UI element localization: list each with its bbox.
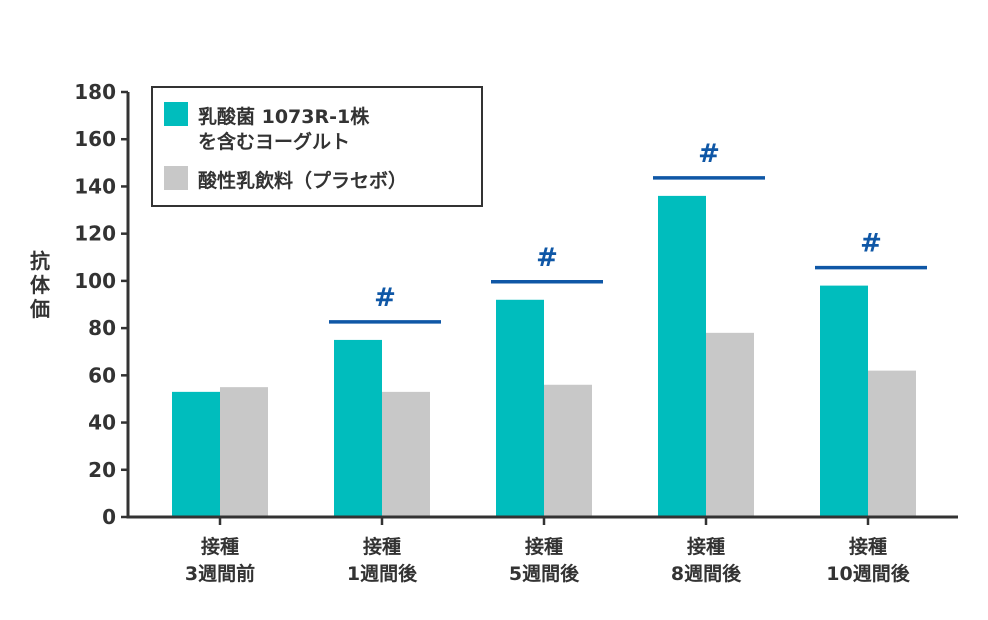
bars-layer <box>172 195 916 517</box>
y-tick-label-160: 160 <box>74 127 116 151</box>
y-tick-label-180: 180 <box>74 80 116 104</box>
x-tick-label-5-line2: 10週間後 <box>826 562 910 585</box>
x-tick-label-1-line2: 3週間前 <box>185 562 255 585</box>
bar-series1-cat4 <box>658 195 706 517</box>
y-axis-label: 抗体価 <box>29 249 51 321</box>
legend-label-series2-line1: 酸性乳飲料（プラセボ） <box>198 169 407 192</box>
legend-box <box>151 86 483 207</box>
x-tick-label-2-line2: 1週間後 <box>347 562 418 585</box>
legend-label-series1-line2: を含むヨーグルト <box>198 130 350 153</box>
bar-series2-cat5 <box>868 370 916 517</box>
legend-swatch-series2 <box>164 166 188 190</box>
y-axis-label-char-2: 体 <box>30 273 51 297</box>
y-tick-label-120: 120 <box>74 222 116 246</box>
y-tick-label-100: 100 <box>74 269 116 293</box>
x-tick-label-5-line1: 接種 <box>849 536 887 558</box>
bar-series2-cat1 <box>220 387 268 517</box>
y-tick-label-0: 0 <box>102 505 116 529</box>
y-tick-label-60: 60 <box>88 363 116 387</box>
bar-series2-cat3 <box>544 384 592 517</box>
x-tick-label-4-line1: 接種 <box>687 536 725 558</box>
bar-series1-cat1 <box>172 391 220 517</box>
bar-series1-cat3 <box>496 299 544 517</box>
y-tick-label-20: 20 <box>88 458 116 482</box>
significance-mark-cat2: # <box>374 283 396 313</box>
bar-series1-cat5 <box>820 285 868 517</box>
y-axis-label-char-1: 抗 <box>30 249 50 273</box>
significance-layer: # # # # <box>329 139 927 324</box>
axes-layer: 0 20 40 60 80 100 120 140 160 180 接種 3週間前 接種 1週間後 接種 5週… <box>74 80 958 585</box>
significance-mark-cat3: # <box>536 243 558 273</box>
x-tick-label-1-line1: 接種 <box>201 536 239 558</box>
x-tick-label-4-line2: 8週間後 <box>671 562 742 585</box>
x-tick-label-3-line2: 5週間後 <box>509 562 580 585</box>
x-tick-label-3-line1: 接種 <box>525 536 563 558</box>
x-tick-label-2-line1: 接種 <box>363 536 401 558</box>
legend-label-series1-line1: 乳酸菌 1073R-1株 <box>198 105 370 128</box>
y-tick-label-40: 40 <box>88 411 116 435</box>
significance-mark-cat5: # <box>860 229 882 259</box>
significance-mark-cat4: # <box>698 139 720 169</box>
bar-series1-cat2 <box>334 339 382 517</box>
y-tick-label-140: 140 <box>74 174 116 198</box>
y-tick-label-80: 80 <box>88 316 116 340</box>
y-axis-label-char-3: 価 <box>29 297 50 321</box>
bar-series2-cat2 <box>382 391 430 517</box>
legend-swatch-series1 <box>164 102 188 126</box>
bar-series2-cat4 <box>706 332 754 517</box>
